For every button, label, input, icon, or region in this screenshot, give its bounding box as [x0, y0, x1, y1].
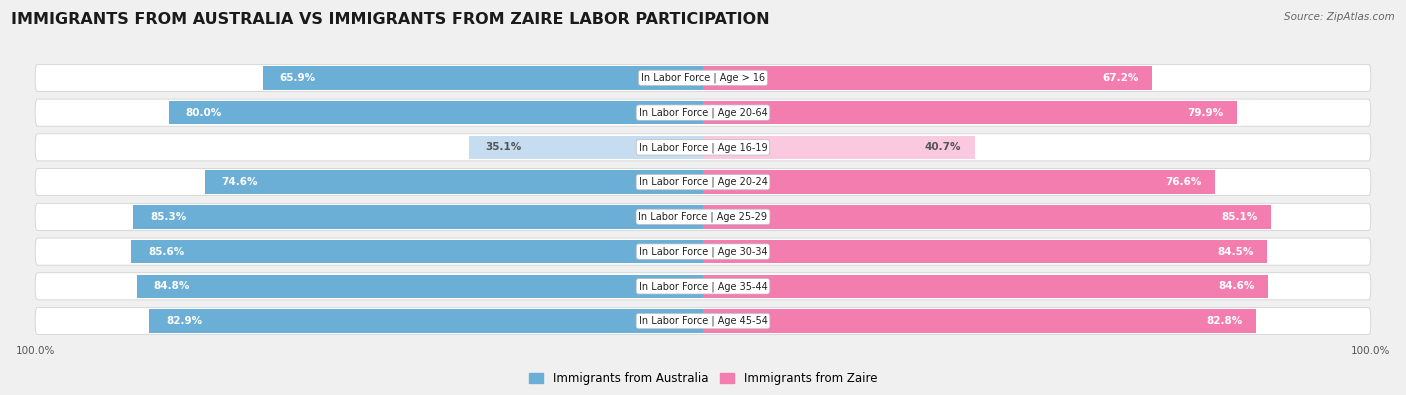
Bar	[703, 309, 1256, 333]
FancyBboxPatch shape	[35, 238, 1371, 265]
Text: In Labor Force | Age 45-54: In Labor Force | Age 45-54	[638, 316, 768, 326]
Text: In Labor Force | Age 20-24: In Labor Force | Age 20-24	[638, 177, 768, 187]
Text: 67.2%: 67.2%	[1102, 73, 1139, 83]
Text: 79.9%: 79.9%	[1187, 107, 1223, 118]
Text: In Labor Force | Age 25-29: In Labor Force | Age 25-29	[638, 212, 768, 222]
Bar	[169, 101, 703, 124]
Text: In Labor Force | Age 30-34: In Labor Force | Age 30-34	[638, 246, 768, 257]
Text: 35.1%: 35.1%	[485, 142, 522, 152]
Text: 76.6%: 76.6%	[1164, 177, 1201, 187]
Bar	[703, 240, 1267, 263]
Text: In Labor Force | Age 20-64: In Labor Force | Age 20-64	[638, 107, 768, 118]
Text: In Labor Force | Age 16-19: In Labor Force | Age 16-19	[638, 142, 768, 152]
Bar	[134, 205, 703, 229]
Text: 80.0%: 80.0%	[186, 107, 222, 118]
FancyBboxPatch shape	[35, 273, 1371, 300]
FancyBboxPatch shape	[35, 203, 1371, 230]
Text: 85.6%: 85.6%	[148, 246, 184, 257]
Bar	[136, 275, 703, 298]
FancyBboxPatch shape	[35, 99, 1371, 126]
Bar	[149, 309, 703, 333]
Bar	[703, 66, 1152, 90]
Bar	[468, 135, 703, 159]
Bar	[703, 101, 1237, 124]
FancyBboxPatch shape	[35, 308, 1371, 335]
Bar	[205, 170, 703, 194]
Text: In Labor Force | Age 35-44: In Labor Force | Age 35-44	[638, 281, 768, 292]
Text: 85.3%: 85.3%	[150, 212, 186, 222]
FancyBboxPatch shape	[35, 134, 1371, 161]
Text: 82.8%: 82.8%	[1206, 316, 1243, 326]
Bar	[703, 275, 1268, 298]
Text: 84.8%: 84.8%	[153, 281, 190, 292]
Text: In Labor Force | Age > 16: In Labor Force | Age > 16	[641, 73, 765, 83]
Text: 40.7%: 40.7%	[925, 142, 962, 152]
Text: 74.6%: 74.6%	[222, 177, 257, 187]
Text: 82.9%: 82.9%	[166, 316, 202, 326]
Text: 65.9%: 65.9%	[280, 73, 316, 83]
Text: IMMIGRANTS FROM AUSTRALIA VS IMMIGRANTS FROM ZAIRE LABOR PARTICIPATION: IMMIGRANTS FROM AUSTRALIA VS IMMIGRANTS …	[11, 12, 770, 27]
Bar	[703, 170, 1215, 194]
Bar	[131, 240, 703, 263]
FancyBboxPatch shape	[35, 64, 1371, 91]
Text: 84.6%: 84.6%	[1218, 281, 1254, 292]
Legend: Immigrants from Australia, Immigrants from Zaire: Immigrants from Australia, Immigrants fr…	[524, 367, 882, 389]
Bar	[703, 135, 974, 159]
Text: 84.5%: 84.5%	[1218, 246, 1254, 257]
Bar	[263, 66, 703, 90]
Text: Source: ZipAtlas.com: Source: ZipAtlas.com	[1284, 12, 1395, 22]
Text: 85.1%: 85.1%	[1222, 212, 1258, 222]
Bar	[703, 205, 1271, 229]
FancyBboxPatch shape	[35, 169, 1371, 196]
